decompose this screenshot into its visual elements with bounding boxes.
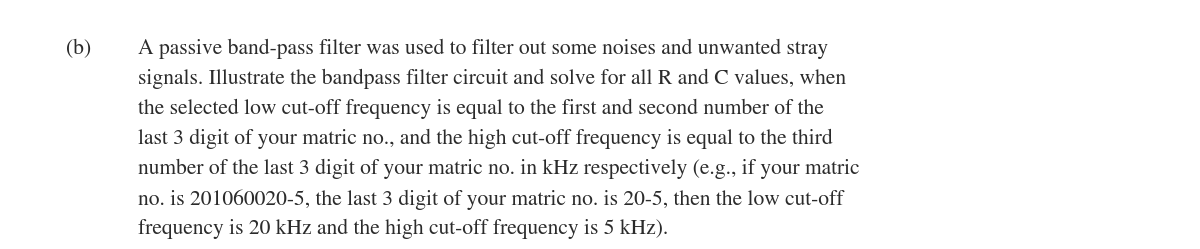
Text: the selected low cut-off frequency is equal to the first and second number of th: the selected low cut-off frequency is eq… xyxy=(138,99,824,119)
Text: no. is 201060020-5, the last 3 digit of your matric no. is 20-5, then the low cu: no. is 201060020-5, the last 3 digit of … xyxy=(138,189,844,210)
Text: (b): (b) xyxy=(66,39,91,59)
Text: number of the last 3 digit of your matric no. in kHz respectively (e.g., if your: number of the last 3 digit of your matri… xyxy=(138,159,859,179)
Text: frequency is 20 kHz and the high cut-off frequency is 5 kHz).: frequency is 20 kHz and the high cut-off… xyxy=(138,219,668,239)
Text: A passive band-pass filter was used to filter out some noises and unwanted stray: A passive band-pass filter was used to f… xyxy=(138,39,828,59)
Text: last 3 digit of your matric no., and the high cut-off frequency is equal to the : last 3 digit of your matric no., and the… xyxy=(138,129,833,149)
Text: signals. Illustrate the bandpass filter circuit and solve for all R and C values: signals. Illustrate the bandpass filter … xyxy=(138,69,846,89)
